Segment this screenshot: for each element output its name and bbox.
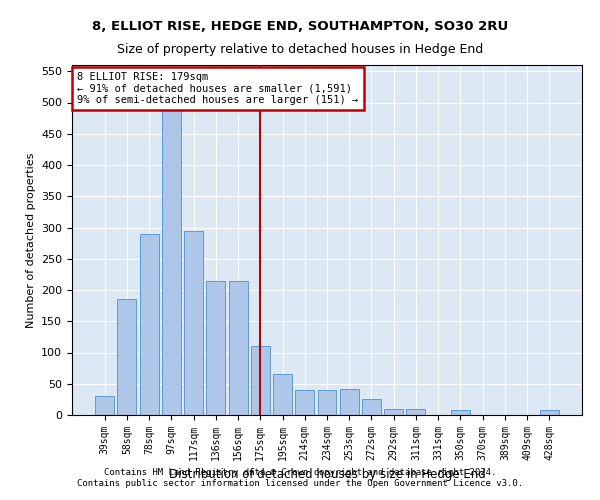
- Bar: [118, 300, 136, 415]
- Text: Size of property relative to detached houses in Hedge End: Size of property relative to detached ho…: [117, 42, 483, 56]
- Bar: [317, 390, 337, 415]
- Bar: [362, 400, 381, 415]
- Bar: [95, 396, 114, 415]
- Bar: [384, 409, 403, 415]
- Bar: [406, 409, 425, 415]
- Bar: [451, 410, 470, 415]
- Bar: [162, 109, 181, 415]
- Bar: [184, 230, 203, 415]
- X-axis label: Distribution of detached houses by size in Hedge End: Distribution of detached houses by size …: [169, 468, 485, 481]
- Bar: [273, 374, 292, 415]
- Bar: [540, 410, 559, 415]
- Bar: [340, 389, 359, 415]
- Bar: [229, 280, 248, 415]
- Bar: [140, 234, 158, 415]
- Bar: [206, 280, 225, 415]
- Bar: [251, 346, 270, 415]
- Bar: [295, 390, 314, 415]
- Text: 8 ELLIOT RISE: 179sqm
← 91% of detached houses are smaller (1,591)
9% of semi-de: 8 ELLIOT RISE: 179sqm ← 91% of detached …: [77, 72, 358, 105]
- Text: Contains HM Land Registry data © Crown copyright and database right 2024.
Contai: Contains HM Land Registry data © Crown c…: [77, 468, 523, 487]
- Text: 8, ELLIOT RISE, HEDGE END, SOUTHAMPTON, SO30 2RU: 8, ELLIOT RISE, HEDGE END, SOUTHAMPTON, …: [92, 20, 508, 33]
- Y-axis label: Number of detached properties: Number of detached properties: [26, 152, 35, 328]
